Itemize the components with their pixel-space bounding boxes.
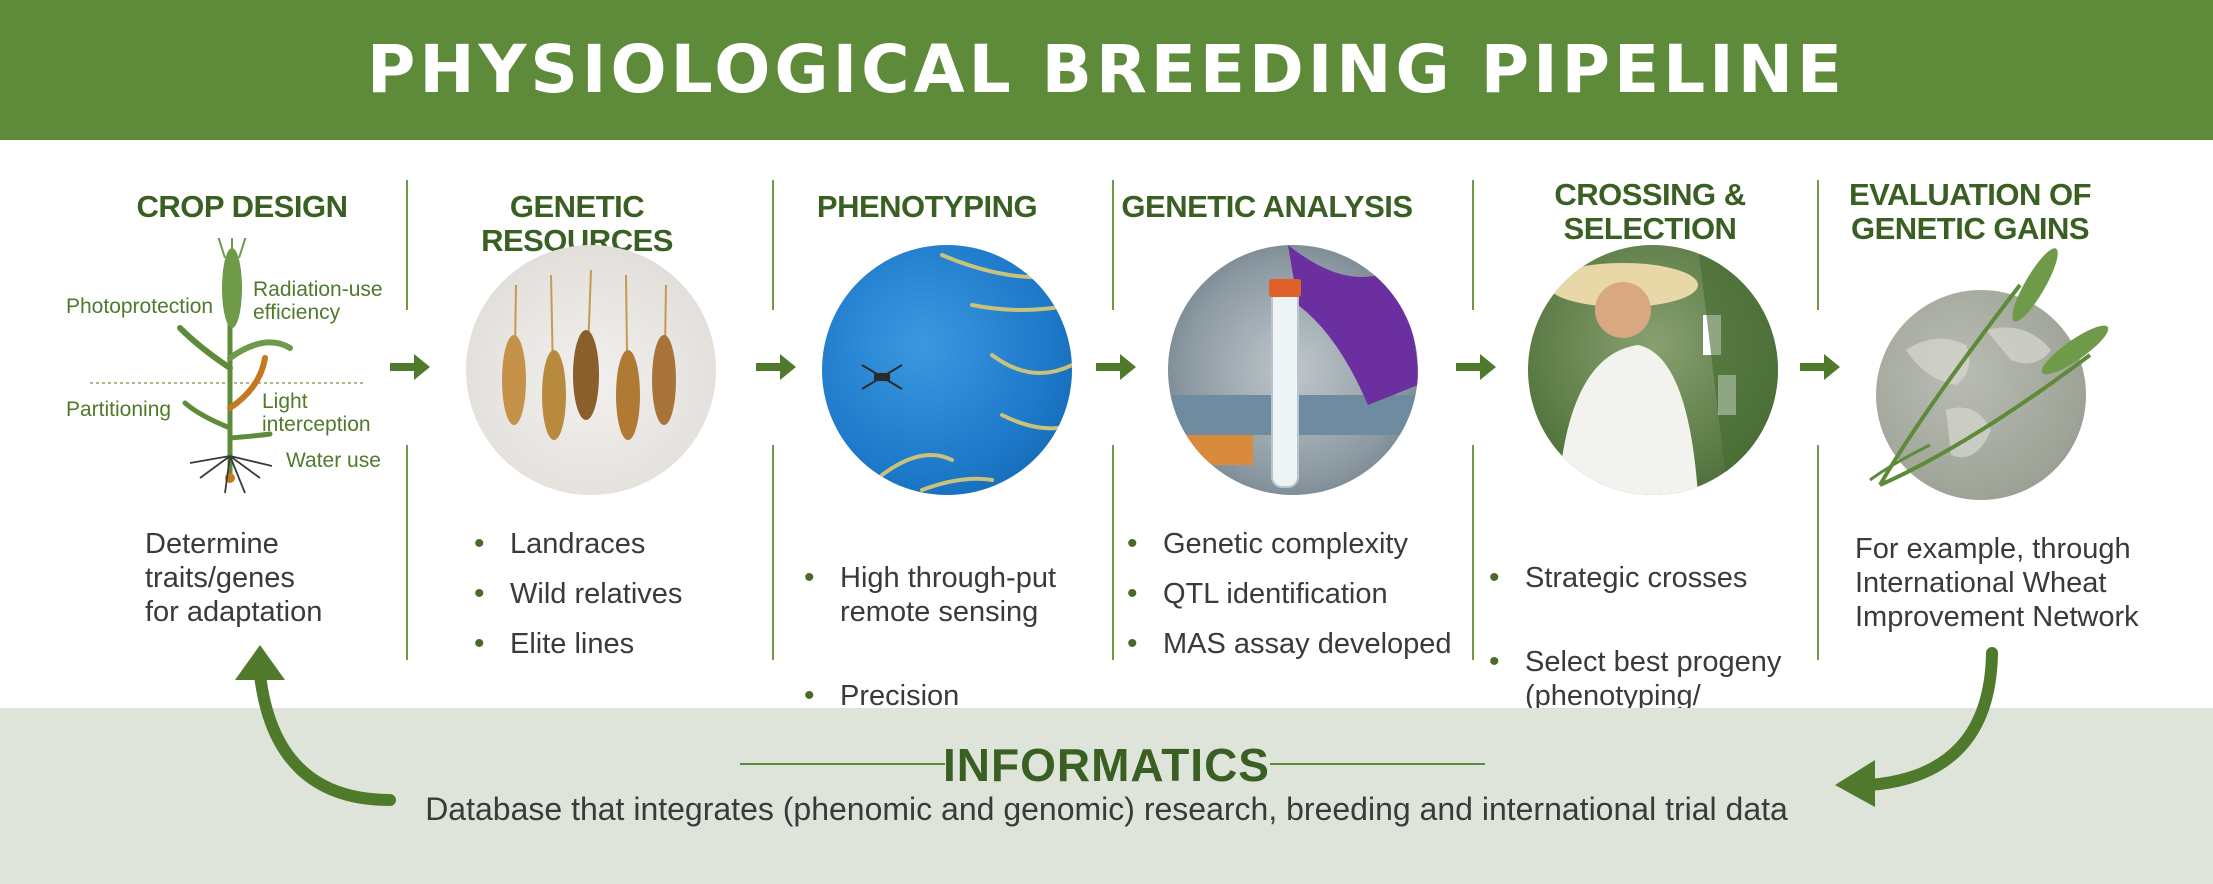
arrow-right-icon bbox=[1096, 354, 1136, 380]
evaluation-description: For example, through International Wheat… bbox=[1855, 533, 2139, 633]
divider bbox=[1112, 445, 1114, 660]
list-item: High through-put remote sensing bbox=[800, 561, 1056, 629]
wheat-plant-illustration bbox=[90, 238, 365, 494]
label-radiation-use-efficiency: Radiation-use efficiency bbox=[253, 278, 383, 324]
divider bbox=[740, 763, 945, 765]
divider bbox=[1472, 445, 1474, 660]
divider bbox=[1112, 180, 1114, 310]
list-item: MAS assay developed bbox=[1123, 627, 1452, 661]
informatics-title: INFORMATICS bbox=[942, 739, 1270, 791]
loop-arrow-down-icon bbox=[1835, 647, 1998, 807]
wheat-stalks-icon bbox=[1869, 248, 2109, 487]
stage-title-phenotyping: PHENOTYPING bbox=[816, 189, 1038, 224]
stage-title-crop-design: CROP DESIGN bbox=[136, 189, 348, 224]
list-item: Landraces bbox=[470, 527, 682, 561]
genetic-resources-list: Landraces Wild relatives Elite lines bbox=[470, 527, 682, 677]
arrow-right-icon bbox=[756, 354, 796, 380]
globe-with-wheat-icon bbox=[1876, 290, 2086, 500]
list-item: Genetic complexity bbox=[1123, 527, 1452, 561]
arrow-right-icon bbox=[1456, 354, 1496, 380]
label-photoprotection: Photoprotection bbox=[66, 295, 214, 318]
divider bbox=[772, 180, 774, 310]
divider bbox=[1270, 763, 1485, 765]
label-partitioning: Partitioning bbox=[66, 398, 172, 421]
drone-over-wheat-photo bbox=[822, 245, 1072, 495]
divider bbox=[406, 180, 408, 310]
list-item: Elite lines bbox=[470, 627, 682, 661]
stage-title-genetic-resources: GENETIC RESOURCES bbox=[481, 189, 673, 258]
stage-title-genetic-analysis: GENETIC ANALYSIS bbox=[1121, 189, 1413, 224]
label-light-interception: Light interception bbox=[262, 390, 371, 436]
crop-design-description: Determine traits/genes for adaptation bbox=[145, 528, 323, 628]
list-item: QTL identification bbox=[1123, 577, 1452, 611]
stage-title-evaluation: EVALUATION OF GENETIC GAINS bbox=[1848, 177, 2092, 246]
arrow-right-icon bbox=[390, 354, 430, 380]
label-water-use: Water use bbox=[286, 449, 381, 472]
divider bbox=[1472, 180, 1474, 310]
stage-title-crossing-selection: CROSSING & SELECTION bbox=[1554, 177, 1746, 246]
page-title: PHYSIOLOGICAL BREEDING PIPELINE bbox=[366, 31, 1847, 108]
loop-arrow-up-icon bbox=[235, 645, 396, 806]
breeder-in-field-photo bbox=[1528, 245, 1778, 495]
wheat-spikes-photo bbox=[466, 245, 716, 495]
divider bbox=[772, 445, 774, 660]
divider bbox=[406, 445, 408, 660]
arrow-right-icon bbox=[1800, 354, 1840, 380]
lab-test-tube-photo bbox=[1168, 245, 1418, 495]
list-item: Wild relatives bbox=[470, 577, 682, 611]
list-item: Strategic crosses bbox=[1485, 561, 1781, 595]
header-banner: PHYSIOLOGICAL BREEDING PIPELINE bbox=[0, 0, 2213, 140]
genetic-analysis-list: Genetic complexity QTL identification MA… bbox=[1123, 527, 1452, 677]
informatics-description: Database that integrates (phenomic and g… bbox=[425, 791, 1788, 827]
divider bbox=[1817, 180, 1819, 310]
divider bbox=[1817, 445, 1819, 660]
